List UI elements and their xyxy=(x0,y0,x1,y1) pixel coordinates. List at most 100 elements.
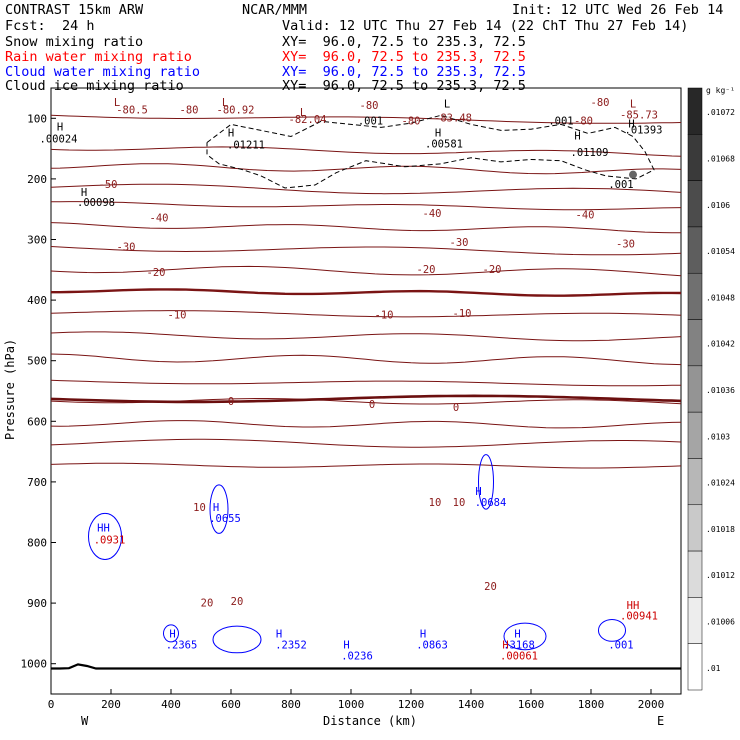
colorbar-tick-label: .01068 xyxy=(706,154,735,163)
colorbar-tick-label: .01012 xyxy=(706,571,735,580)
contour-label: 10 xyxy=(453,497,466,509)
contour-label: L xyxy=(114,97,120,109)
isotherm-line xyxy=(50,201,682,211)
colorbar-tick-label: .0103 xyxy=(706,432,730,441)
contour-label: 0 xyxy=(453,402,459,414)
y-tick-label: 900 xyxy=(27,597,47,610)
contour-label: -80 xyxy=(360,100,379,112)
cloud-water-contour xyxy=(163,624,179,643)
colorbar-tick-label: .01018 xyxy=(706,525,735,534)
contour-label: .00941 xyxy=(620,610,658,622)
contour-label: -30 xyxy=(450,237,469,249)
contour-label: 10 xyxy=(193,502,206,514)
contour-label: L xyxy=(444,98,450,110)
isotherm-line xyxy=(50,265,682,277)
contour-label: .0684 xyxy=(475,497,507,509)
colorbar-tick-label: .01072 xyxy=(706,108,735,117)
contour-label: -30 xyxy=(117,241,136,253)
isotherm-line xyxy=(51,288,682,297)
contour-label: -30 xyxy=(616,238,635,250)
field-snow-name: Snow mixing ratio xyxy=(5,34,144,50)
contour-label: .0863 xyxy=(416,640,448,652)
contour-label: L xyxy=(300,107,306,119)
contour-label: 0 xyxy=(369,399,375,411)
contour-label: -40 xyxy=(150,212,169,224)
contour-label: .3168 xyxy=(503,640,535,652)
field-rain-xy: XY= 96.0, 72.5 to 235.3, 72.5 xyxy=(282,49,526,65)
contour-label: H xyxy=(435,127,441,139)
contour-label: .0236 xyxy=(341,650,373,662)
contour-label: 20 xyxy=(231,596,244,608)
isotherm-line xyxy=(50,183,682,195)
x-tick-label: 0 xyxy=(48,698,55,711)
y-tick-label: 700 xyxy=(27,476,47,489)
x-tick-label: 800 xyxy=(281,698,301,711)
x-tick-label: 1400 xyxy=(458,698,485,711)
isotherm-line xyxy=(50,420,682,429)
colorbar-swatch xyxy=(687,458,703,506)
org-label: NCAR/MMM xyxy=(242,2,308,18)
contour-label: H xyxy=(57,121,63,133)
cloud-water-contour xyxy=(503,622,547,651)
x-tick-label: 2000 xyxy=(638,698,665,711)
contour-label: .00098 xyxy=(77,197,115,209)
field-snow-xy: XY= 96.0, 72.5 to 235.3, 72.5 xyxy=(282,34,526,50)
cloud-ice-contour xyxy=(206,114,655,189)
contour-label: -80.5 xyxy=(116,104,148,116)
x-tick-label: 1800 xyxy=(578,698,605,711)
y-tick-label: 800 xyxy=(27,537,47,550)
x-tick-label: 1000 xyxy=(338,698,365,711)
contour-label: L xyxy=(630,98,636,110)
freezing-level-line xyxy=(50,394,682,404)
contour-label: -80 xyxy=(180,104,199,116)
field-cloudice-xy: XY= 96.0, 72.5 to 235.3, 72.5 xyxy=(282,78,526,94)
x-tick-label: 1600 xyxy=(518,698,545,711)
contour-label: -40 xyxy=(576,209,595,221)
colorbar-unit: g kg⁻¹ xyxy=(706,86,735,95)
contour-label: -50 xyxy=(99,179,118,191)
x-tick-label: 400 xyxy=(161,698,181,711)
contour-label: .001 xyxy=(608,179,633,191)
isotherm-line xyxy=(50,310,682,318)
contour-label: 0 xyxy=(228,396,234,408)
contour-label: .00024 xyxy=(40,134,78,146)
contour-label: -82.04 xyxy=(289,114,327,126)
isotherm-line xyxy=(50,331,682,342)
field-cloudwater-name: Cloud water mixing ratio xyxy=(5,64,201,80)
colorbar-tick-label: .01054 xyxy=(706,247,735,256)
contour-label: H xyxy=(628,118,634,130)
contour-label: -20 xyxy=(483,264,502,276)
cloud-water-contour xyxy=(209,484,229,534)
isotherm-line xyxy=(50,246,682,256)
colorbar-tick-label: .01036 xyxy=(706,386,735,395)
x-axis-label: Distance (km) xyxy=(323,714,417,728)
colorbar-tick-label: .01 xyxy=(706,664,721,673)
isotherm-line xyxy=(50,379,682,387)
y-tick-label: 100 xyxy=(27,112,47,125)
contour-label: H xyxy=(213,502,219,514)
colorbar-swatch xyxy=(687,550,703,598)
field-rain-name: Rain water mixing ratio xyxy=(5,49,192,65)
contour-label: .01393 xyxy=(625,124,663,136)
isotherm-line xyxy=(50,146,682,157)
y-tick-label: 1000 xyxy=(21,658,48,671)
isotherm-line xyxy=(50,222,682,234)
isotherm-line xyxy=(50,114,682,124)
contour-label: -20 xyxy=(147,267,166,279)
contour-label: .2365 xyxy=(166,640,198,652)
contour-label: HH xyxy=(627,600,640,612)
contour-label: .00581 xyxy=(425,138,463,150)
contour-label: H xyxy=(228,127,234,139)
contour-label: .001 xyxy=(358,115,383,127)
colorbar-swatch xyxy=(687,272,703,320)
field-cloudice-name: Cloud ice mixing ratio xyxy=(5,78,184,94)
fcst-value: 24 h xyxy=(62,18,95,34)
contour-label: H xyxy=(574,131,580,143)
y-tick-label: 300 xyxy=(27,234,47,247)
contour-label: L xyxy=(222,97,228,109)
contour-label: -80 xyxy=(574,115,593,127)
contour-label: 20 xyxy=(484,581,497,593)
contour-label: -40 xyxy=(423,208,442,220)
contour-label: H xyxy=(343,640,349,652)
